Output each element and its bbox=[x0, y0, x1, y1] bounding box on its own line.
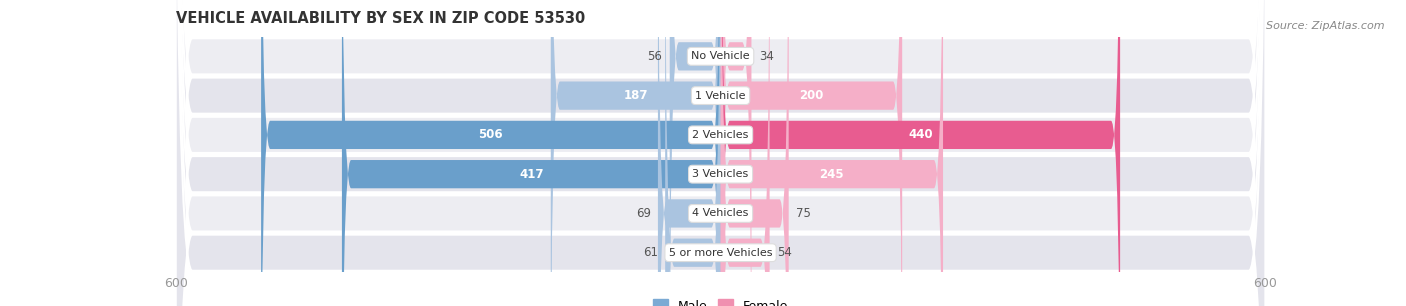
Text: 61: 61 bbox=[643, 246, 658, 259]
Text: 187: 187 bbox=[623, 89, 648, 102]
FancyBboxPatch shape bbox=[176, 0, 1265, 306]
FancyBboxPatch shape bbox=[721, 0, 789, 306]
Text: VEHICLE AVAILABILITY BY SEX IN ZIP CODE 53530: VEHICLE AVAILABILITY BY SEX IN ZIP CODE … bbox=[176, 11, 585, 26]
FancyBboxPatch shape bbox=[669, 0, 721, 306]
Text: 506: 506 bbox=[478, 129, 503, 141]
Text: 440: 440 bbox=[908, 129, 932, 141]
Text: 2 Vehicles: 2 Vehicles bbox=[692, 130, 749, 140]
Text: 1 Vehicle: 1 Vehicle bbox=[696, 91, 745, 101]
FancyBboxPatch shape bbox=[721, 0, 1121, 306]
FancyBboxPatch shape bbox=[176, 0, 1265, 306]
Text: 245: 245 bbox=[820, 168, 844, 181]
Text: 34: 34 bbox=[759, 50, 773, 63]
FancyBboxPatch shape bbox=[721, 0, 751, 306]
FancyBboxPatch shape bbox=[658, 0, 721, 306]
FancyBboxPatch shape bbox=[176, 0, 1265, 306]
FancyBboxPatch shape bbox=[665, 0, 721, 306]
FancyBboxPatch shape bbox=[176, 0, 1265, 306]
Text: 4 Vehicles: 4 Vehicles bbox=[692, 208, 749, 218]
Text: 5 or more Vehicles: 5 or more Vehicles bbox=[669, 248, 772, 258]
Text: 417: 417 bbox=[519, 168, 544, 181]
Text: 69: 69 bbox=[636, 207, 651, 220]
Text: 3 Vehicles: 3 Vehicles bbox=[692, 169, 749, 179]
FancyBboxPatch shape bbox=[721, 0, 943, 306]
FancyBboxPatch shape bbox=[176, 0, 1265, 306]
Text: No Vehicle: No Vehicle bbox=[692, 51, 749, 62]
Text: 56: 56 bbox=[648, 50, 662, 63]
FancyBboxPatch shape bbox=[551, 0, 721, 306]
FancyBboxPatch shape bbox=[342, 0, 721, 306]
Text: Source: ZipAtlas.com: Source: ZipAtlas.com bbox=[1267, 21, 1385, 32]
FancyBboxPatch shape bbox=[176, 0, 1265, 306]
Legend: Male, Female: Male, Female bbox=[648, 294, 793, 306]
Text: 75: 75 bbox=[796, 207, 811, 220]
FancyBboxPatch shape bbox=[721, 0, 903, 306]
Text: 200: 200 bbox=[799, 89, 824, 102]
Text: 54: 54 bbox=[778, 246, 792, 259]
FancyBboxPatch shape bbox=[262, 0, 721, 306]
FancyBboxPatch shape bbox=[721, 0, 769, 306]
